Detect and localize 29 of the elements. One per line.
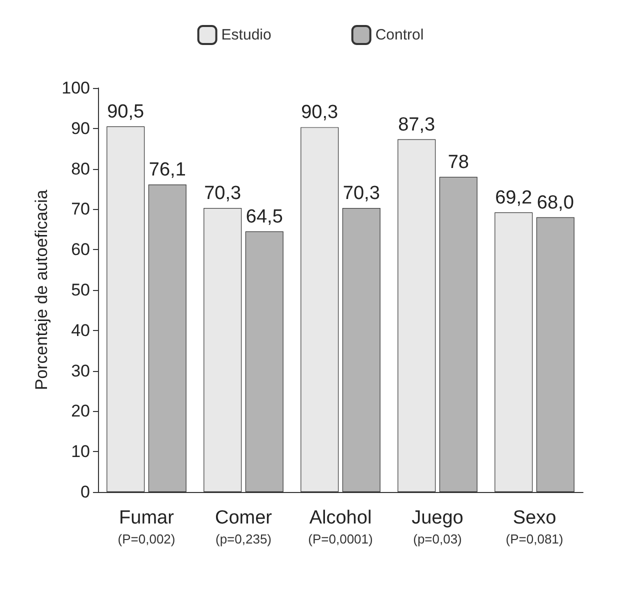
x-tick-label: Comer (p=0,235) xyxy=(214,508,273,546)
data-label: 68,0 xyxy=(536,192,574,214)
data-label: 70,3 xyxy=(342,182,380,204)
x-tick-label: Alcohol (P=0,0001) xyxy=(308,508,373,546)
legend-label: Control xyxy=(375,26,424,44)
data-label: 78 xyxy=(448,152,469,173)
y-tick-label: 100 xyxy=(62,78,90,98)
data-label: 69,2 xyxy=(495,187,532,208)
y-tick-label: 10 xyxy=(71,442,90,462)
y-tick-label: 70 xyxy=(71,200,90,219)
legend-label: Estudio xyxy=(221,26,272,44)
data-label: 64,5 xyxy=(246,206,283,228)
data-label: 70,3 xyxy=(204,182,242,204)
y-tick-label: 90 xyxy=(71,118,90,138)
y-tick-label: 40 xyxy=(71,320,90,340)
y-tick-label: 50 xyxy=(71,280,90,300)
data-label: 90,3 xyxy=(301,102,338,124)
x-tick-label: Juego (p=0,03) xyxy=(412,508,464,546)
data-label: 90,5 xyxy=(107,101,144,122)
y-tick-label: 20 xyxy=(71,402,90,421)
y-tick-label: 0 xyxy=(80,482,90,502)
x-tick-label: Fumar (P=0,002) xyxy=(118,508,176,546)
y-tick-label: 30 xyxy=(71,361,90,380)
y-axis-title: Porcentaje de autoeficacia xyxy=(32,189,51,390)
data-label: 76,1 xyxy=(148,160,186,181)
x-tick-label: Sexo (P=0,081) xyxy=(506,508,564,546)
y-tick-label: 60 xyxy=(71,240,90,260)
y-tick-label: 80 xyxy=(71,159,90,178)
data-label: 87,3 xyxy=(398,114,436,136)
